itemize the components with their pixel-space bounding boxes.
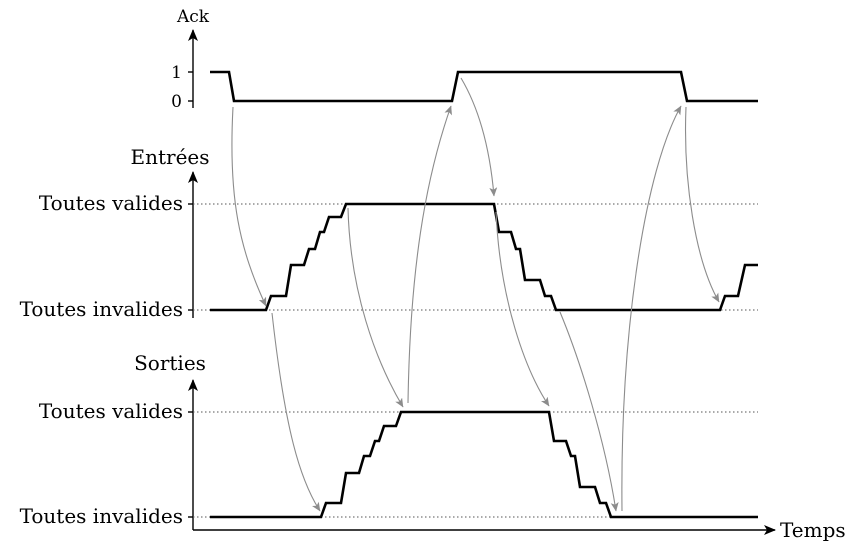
- outputs-level-low-label: Toutes invalides: [20, 504, 183, 528]
- ack-signal: [210, 70, 758, 103]
- inputs-axis-label: Entrées: [130, 145, 209, 169]
- ack-panel: Ack 1 0: [171, 7, 758, 112]
- inputs-level-low-label: Toutes invalides: [20, 297, 183, 321]
- arrow-inputs-low-to-outputs-low: [559, 311, 619, 512]
- arrow-ack-rise-to-inputs-fall: [460, 77, 498, 197]
- time-axis-label: Temps: [780, 518, 846, 541]
- inputs-level-high-label: Toutes valides: [39, 191, 183, 215]
- ack-axis-label: Ack: [176, 7, 210, 27]
- arrow-ack-fall-to-inputs-rise-2: [685, 106, 720, 303]
- outputs-axis-label: Sorties: [134, 351, 206, 375]
- outputs-panel: Sorties Toutes valides Toutes invalides …: [20, 351, 846, 541]
- arrow-inputs-high-to-outputs-high: [347, 207, 404, 408]
- arrow-outputs-low-to-ack-fall: [621, 105, 682, 512]
- arrow-inputs-rise-to-outputs-rise: [271, 312, 321, 512]
- arrow-ack-fall-to-inputs-rise: [231, 106, 267, 307]
- ack-tick-label-0: 0: [171, 92, 182, 112]
- arrow-outputs-high-to-ack-rise: [407, 105, 452, 404]
- arrow-inputs-fall-to-outputs-fall: [495, 211, 550, 407]
- inputs-signal: [210, 202, 758, 312]
- ack-tick-label-1: 1: [171, 63, 182, 83]
- outputs-signal: [210, 410, 758, 519]
- causality-arrows: [231, 77, 720, 512]
- outputs-level-high-label: Toutes valides: [39, 399, 183, 423]
- inputs-panel: Entrées Toutes valides Toutes invalides: [20, 145, 758, 321]
